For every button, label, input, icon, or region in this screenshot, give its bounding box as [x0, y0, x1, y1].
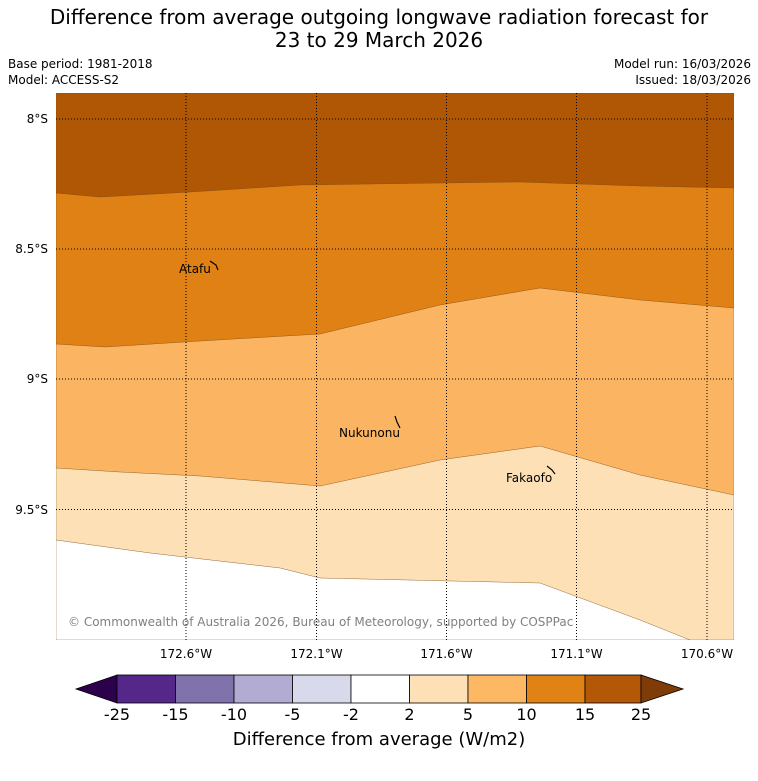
- longitude-labels: 172.6°W 172.1°W 171.6°W 171.1°W 170.6°W: [160, 647, 733, 661]
- colorbar-tick: -5: [285, 705, 301, 724]
- colorbar-segment: [116, 674, 176, 704]
- band-neutral: [56, 539, 691, 640]
- lat-label: 9°S: [27, 372, 48, 386]
- nukunonu-atoll-outline: [394, 415, 401, 429]
- lat-label: 8°S: [27, 112, 48, 126]
- colorbar-tick: 25: [631, 705, 651, 724]
- colorbar-extend-low: [74, 674, 118, 704]
- colorbar-tick: 5: [463, 705, 473, 724]
- colorbar-tick: -25: [104, 705, 130, 724]
- issued-date: Issued: 18/03/2026: [635, 73, 751, 87]
- colorbar-tick: -15: [162, 705, 188, 724]
- colorbar-tick: 2: [404, 705, 414, 724]
- meta-left: Base period: 1981-2018 Model: ACCESS-S2: [8, 56, 153, 88]
- base-period: Base period: 1981-2018: [8, 57, 153, 71]
- lon-label: 172.1°W: [290, 647, 342, 661]
- lat-label: 8.5°S: [15, 242, 48, 256]
- title-line-1: Difference from average outgoing longwav…: [49, 5, 709, 29]
- colorbar-segment: [409, 674, 469, 704]
- place-label-atafu: Atafu: [179, 262, 211, 276]
- colorbar-segment: [350, 674, 410, 704]
- lon-label: 171.6°W: [420, 647, 472, 661]
- colorbar-segment: [175, 674, 235, 704]
- colorbar-segment: [584, 674, 642, 704]
- lon-label: 171.1°W: [550, 647, 602, 661]
- colorbar-segment: [233, 674, 293, 704]
- colorbar-title: Difference from average (W/m2): [232, 729, 526, 750]
- place-label-nukunonu: Nukunonu: [339, 426, 400, 440]
- map-plot-area: [56, 93, 734, 640]
- lon-label: 170.6°W: [681, 647, 733, 661]
- place-label-fakaofo: Fakaofo: [506, 471, 552, 485]
- atafu-atoll-outline: [209, 260, 219, 271]
- title-line-2: 23 to 29 March 2026: [274, 28, 484, 52]
- colorbar-tick: -2: [343, 705, 359, 724]
- colorbar-ticks: -25 -15 -10 -5 -2 2 5 10 15 25: [104, 705, 651, 724]
- model-name: Model: ACCESS-S2: [8, 73, 120, 87]
- chart-title: Difference from average outgoing longwav…: [0, 6, 758, 52]
- latitude-labels: 8°S 8.5°S 9°S 9.5°S: [15, 112, 48, 517]
- copyright-notice: © Commonwealth of Australia 2026, Bureau…: [68, 615, 573, 629]
- fakaofo-atoll-outline: [546, 465, 556, 475]
- lon-label: 172.6°W: [160, 647, 212, 661]
- model-run: Model run: 16/03/2026: [613, 57, 751, 71]
- colorbar-tick: -10: [221, 705, 247, 724]
- island-outlines: [209, 260, 556, 475]
- colorbar-tick: 15: [575, 705, 595, 724]
- colorbar-extend-high: [640, 674, 685, 704]
- colorbar-segment: [292, 674, 352, 704]
- colorbar-segment: [467, 674, 527, 704]
- meta-right: Model run: 16/03/2026 Issued: 18/03/2026: [614, 56, 751, 88]
- lat-label: 9.5°S: [15, 503, 48, 517]
- colorbar-tick: 10: [516, 705, 536, 724]
- graticule: [56, 93, 734, 640]
- colorbar: -25 -15 -10 -5 -2 2 5 10 15 25: [74, 674, 685, 724]
- colorbar-segment: [526, 674, 586, 704]
